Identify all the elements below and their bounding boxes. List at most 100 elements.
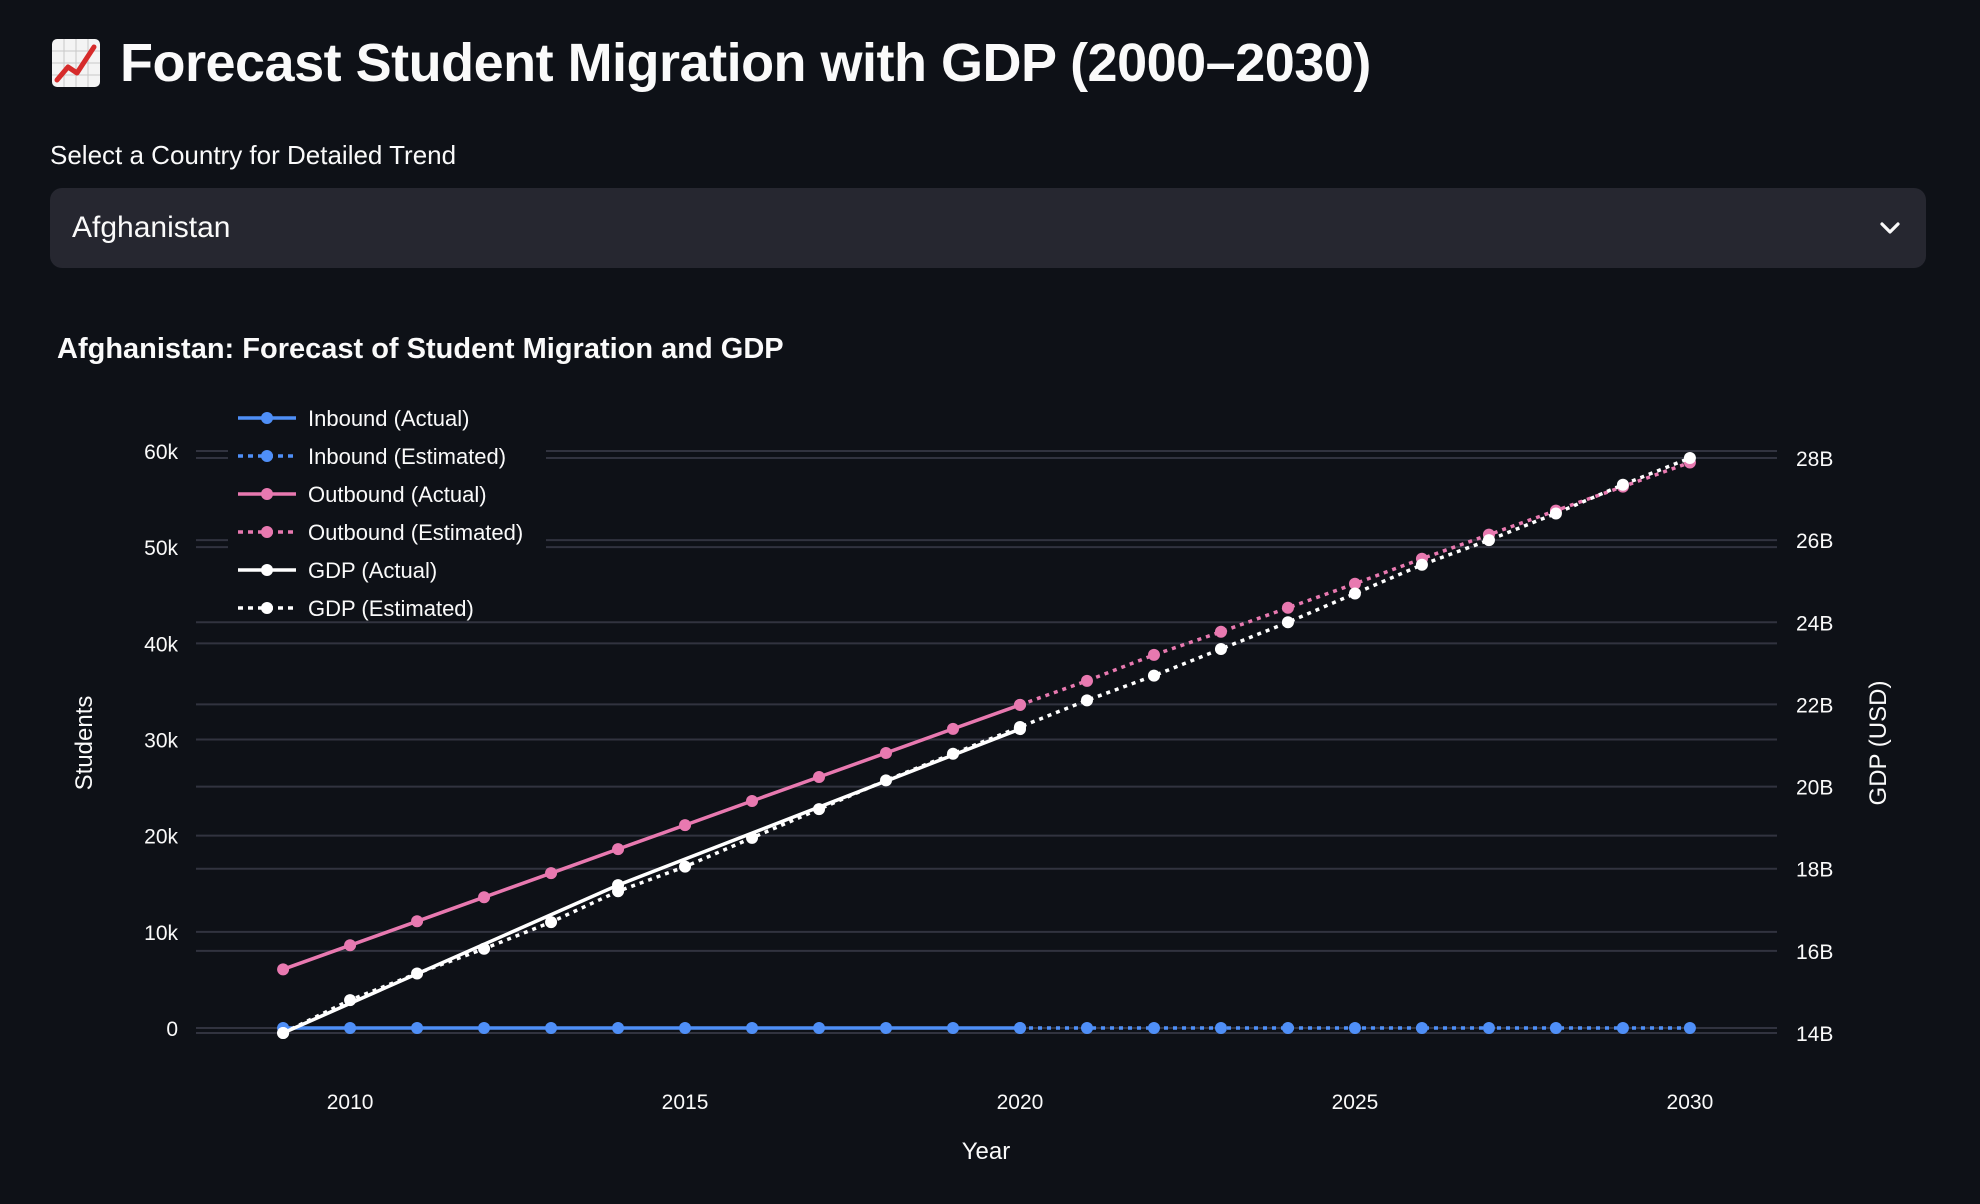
data-point-outbound-actual [411, 915, 424, 928]
data-point-inbound-actual [545, 1022, 558, 1034]
legend-marker [261, 450, 273, 462]
data-point-outbound-actual [746, 795, 759, 808]
data-point-inbound-actual [880, 1022, 893, 1034]
data-point-outbound-estimated [1013, 698, 1026, 711]
legend-label: GDP (Actual) [308, 558, 437, 583]
data-point-outbound-actual [545, 867, 558, 880]
data-point-inbound-estimated [1281, 1022, 1294, 1034]
data-point-gdp-estimated [1281, 616, 1294, 629]
y-tick-label: 30k [144, 730, 178, 753]
data-point-gdp-estimated [478, 942, 491, 955]
legend-marker [261, 564, 273, 576]
y2-axis-title: GDP (USD) [1865, 681, 1892, 806]
data-point-gdp-estimated [612, 885, 625, 898]
data-point-gdp-estimated [1013, 721, 1026, 734]
data-point-inbound-actual [478, 1022, 491, 1034]
y-tick-label: 20k [144, 826, 178, 849]
data-point-inbound-estimated [1616, 1022, 1629, 1034]
x-tick-label: 2025 [1332, 1091, 1379, 1114]
data-point-outbound-estimated [1214, 625, 1227, 638]
data-point-gdp-estimated [880, 774, 893, 787]
data-point-outbound-estimated [1348, 577, 1361, 590]
data-point-outbound-estimated [1080, 674, 1093, 687]
data-point-inbound-estimated [1214, 1022, 1227, 1034]
data-point-outbound-actual [947, 722, 960, 735]
legend-background [228, 402, 546, 590]
country-select[interactable]: Afghanistan [50, 188, 1926, 268]
data-point-gdp-estimated [545, 916, 558, 929]
data-point-outbound-actual [478, 891, 491, 904]
chart-title: Afghanistan: Forecast of Student Migrati… [57, 333, 784, 365]
legend-marker [261, 488, 273, 500]
x-tick-label: 2030 [1667, 1091, 1714, 1114]
data-point-inbound-estimated [1013, 1022, 1026, 1034]
legend-label: Inbound (Estimated) [308, 444, 506, 469]
legend-label: GDP (Estimated) [308, 596, 474, 621]
series-line-gdp-actual [282, 727, 1021, 1035]
data-point-gdp-estimated [1549, 507, 1562, 520]
y2-tick-label: 24B [1796, 612, 1833, 635]
data-point-inbound-estimated [1482, 1022, 1495, 1034]
y2-tick-label: 26B [1796, 530, 1833, 553]
data-point-outbound-actual [612, 843, 625, 856]
y2-tick-label: 20B [1796, 777, 1833, 800]
data-point-outbound-estimated [1147, 648, 1160, 661]
data-point-gdp-estimated [1147, 669, 1160, 682]
page-title-text: Forecast Student Migration with GDP (200… [120, 33, 1371, 93]
series-line-outbound-estimated [1019, 460, 1691, 707]
legend-marker [261, 412, 273, 424]
data-point-gdp-estimated [1683, 452, 1696, 464]
data-point-gdp-estimated [344, 994, 357, 1007]
legend-label: Inbound (Actual) [308, 406, 469, 431]
data-point-inbound-estimated [1549, 1022, 1562, 1034]
data-point-outbound-estimated [1281, 601, 1294, 614]
y-tick-label: 50k [144, 537, 178, 560]
chart-increasing-icon [52, 39, 100, 87]
data-point-inbound-estimated [1415, 1022, 1428, 1034]
legend-marker [261, 526, 273, 538]
data-point-gdp-estimated [1348, 587, 1361, 600]
data-point-gdp-estimated [411, 967, 424, 980]
data-point-inbound-estimated [1147, 1022, 1160, 1034]
y-tick-label: 60k [144, 441, 178, 464]
data-point-gdp-estimated [1214, 642, 1227, 655]
data-point-inbound-actual [746, 1022, 759, 1034]
y2-tick-label: 14B [1796, 1023, 1833, 1046]
data-point-gdp-estimated [746, 831, 759, 844]
y2-tick-label: 28B [1796, 448, 1833, 471]
y-axis-title: Students [71, 696, 98, 791]
data-point-outbound-actual [880, 746, 893, 759]
series-line-outbound-actual [282, 703, 1021, 971]
legend-marker [261, 602, 273, 614]
data-point-outbound-actual [277, 963, 290, 976]
data-point-gdp-estimated [813, 803, 826, 816]
data-point-inbound-estimated [1683, 1022, 1696, 1034]
series-line-gdp-estimated [282, 456, 1691, 1035]
x-axis-title: Year [962, 1138, 1011, 1165]
data-point-gdp-estimated [1482, 534, 1495, 547]
data-point-inbound-actual [612, 1022, 625, 1034]
data-point-inbound-actual [679, 1022, 692, 1034]
y-tick-label: 40k [144, 633, 178, 656]
data-point-inbound-actual [411, 1022, 424, 1034]
country-select-label: Select a Country for Detailed Trend [50, 140, 457, 170]
data-point-gdp-estimated [947, 747, 960, 760]
chevron-down-icon[interactable] [1876, 214, 1904, 242]
data-point-gdp-estimated [277, 1027, 290, 1039]
y-tick-label: 10k [144, 922, 178, 945]
x-tick-label: 2020 [997, 1091, 1044, 1114]
y-tick-label: 0 [166, 1018, 178, 1041]
data-point-gdp-estimated [679, 860, 692, 873]
y2-tick-label: 22B [1796, 694, 1833, 717]
data-point-inbound-estimated [1348, 1022, 1361, 1034]
data-point-gdp-estimated [1616, 478, 1629, 491]
data-point-outbound-actual [344, 939, 357, 952]
forecast-chart: Afghanistan: Forecast of Student Migrati… [57, 333, 1892, 1165]
data-point-gdp-estimated [1080, 694, 1093, 707]
country-select-value: Afghanistan [72, 211, 231, 244]
data-point-outbound-actual [813, 771, 826, 784]
data-point-inbound-estimated [1080, 1022, 1093, 1034]
legend-label: Outbound (Actual) [308, 482, 487, 507]
data-point-inbound-actual [813, 1022, 826, 1034]
x-tick-label: 2015 [662, 1091, 709, 1114]
